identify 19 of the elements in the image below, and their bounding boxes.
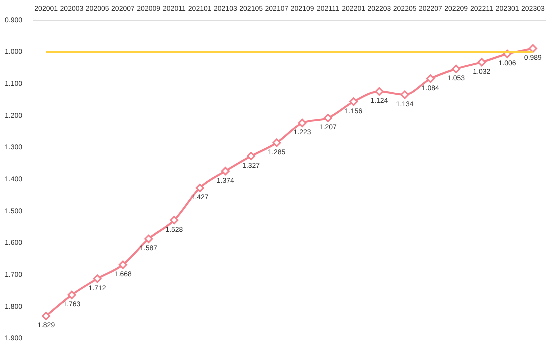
point: [400, 90, 410, 100]
point: [298, 118, 307, 128]
point: [426, 74, 435, 84]
point: [528, 44, 538, 53]
point: [375, 87, 384, 96]
point: [247, 152, 256, 161]
point: [118, 260, 128, 270]
point: [93, 274, 102, 284]
point: [324, 114, 332, 122]
point: [452, 64, 461, 74]
point: [272, 138, 282, 148]
point: [478, 58, 486, 67]
point: [350, 98, 358, 106]
point: [144, 234, 154, 244]
point: [221, 167, 230, 176]
point: [196, 184, 204, 192]
point: [68, 290, 76, 300]
point: [42, 312, 51, 320]
point: [170, 216, 179, 225]
